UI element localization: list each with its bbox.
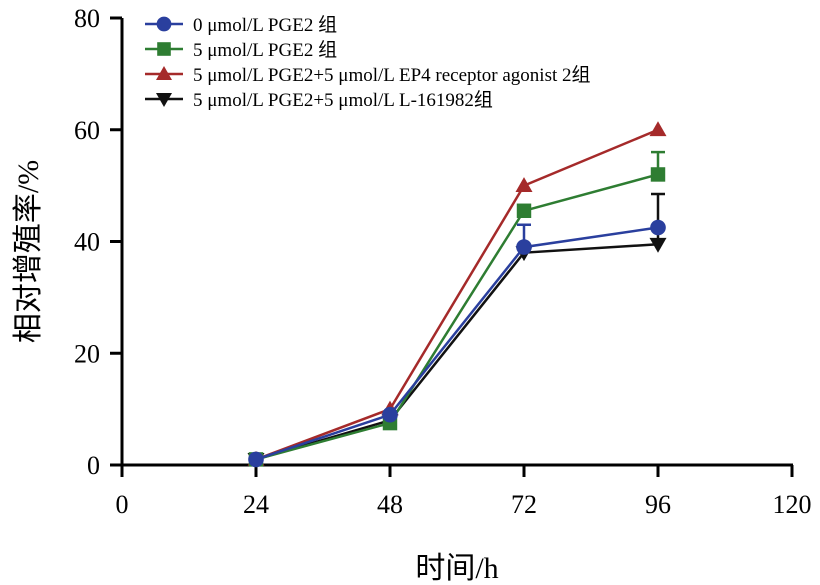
y-tick-label: 60 xyxy=(74,116,100,145)
legend-marker xyxy=(156,66,172,80)
series-line xyxy=(255,173,659,461)
legend-marker xyxy=(156,93,172,107)
x-tick-label: 96 xyxy=(645,490,671,519)
legend-item: 5 μmol/L PGE2+5 μmol/L EP4 receptor agon… xyxy=(145,64,591,86)
data-point xyxy=(516,203,532,218)
y-tick-label: 40 xyxy=(74,228,100,257)
series-line xyxy=(255,128,659,461)
legend-item: 0 μmol/L PGE2 组 xyxy=(145,14,337,36)
data-point xyxy=(516,239,532,255)
legend-label: 5 μmol/L PGE2+5 μmol/L L-161982组 xyxy=(193,89,493,111)
axes: 0 24 48 72 96 120 0 20 40 60 80 xyxy=(74,4,812,519)
x-tick-label: 24 xyxy=(243,490,269,519)
data-point xyxy=(248,451,264,468)
y-tick-label: 20 xyxy=(74,339,100,368)
series-0 xyxy=(248,219,666,468)
data-point xyxy=(650,219,666,236)
data-point xyxy=(650,167,666,182)
legend-marker xyxy=(156,16,172,32)
series-1 xyxy=(248,150,666,467)
x-tick-label: 0 xyxy=(116,490,129,519)
series-layer xyxy=(247,121,667,468)
data-point xyxy=(649,121,667,137)
legend-item: 5 μmol/L PGE2+5 μmol/L L-161982组 xyxy=(145,89,493,111)
x-tick-label: 48 xyxy=(377,490,403,519)
data-point xyxy=(515,177,533,192)
y-tick-label: 80 xyxy=(74,4,100,33)
legend-label: 5 μmol/L PGE2+5 μmol/L EP4 receptor agon… xyxy=(193,64,591,86)
x-tick-label: 120 xyxy=(773,490,812,519)
legend-label: 0 μmol/L PGE2 组 xyxy=(193,14,337,36)
x-tick-label: 72 xyxy=(511,490,537,519)
legend-marker xyxy=(157,42,171,56)
legend-label: 5 μmol/L PGE2 组 xyxy=(193,39,337,61)
data-point xyxy=(382,406,398,423)
x-axis-label: 时间/h xyxy=(415,552,498,585)
series-line xyxy=(255,243,659,461)
y-tick-label: 0 xyxy=(87,451,100,480)
y-axis-label: 相对增殖率/% xyxy=(12,160,45,343)
series-2 xyxy=(247,121,667,466)
series-line xyxy=(255,226,659,461)
legend-item: 5 μmol/L PGE2 组 xyxy=(145,39,337,61)
legend: 0 μmol/L PGE2 组 5 μmol/L PGE2 组 5 μmol/L P… xyxy=(145,14,591,111)
data-point xyxy=(649,237,667,253)
